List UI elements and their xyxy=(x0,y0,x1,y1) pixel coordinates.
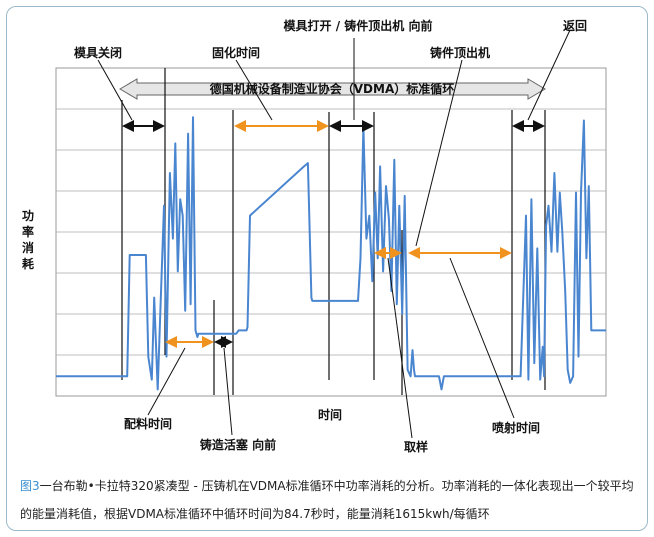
caption-text-1: 一台布勒•卡拉特320紧凑型 - 压铸机在VDMA标准循环中功率消耗的分析。功率… xyxy=(39,479,634,493)
leader-spray xyxy=(449,257,515,419)
vdma-cycle-band: 德国机械设备制造业协会（VDMA）标准循环 xyxy=(119,78,546,100)
leader-extract xyxy=(387,257,413,439)
y-axis-label-char: 消 xyxy=(22,240,34,255)
label-spray: 喷射时间 xyxy=(492,420,540,435)
label-plunger: 铸造活塞 向前 xyxy=(200,437,276,452)
leader-curing xyxy=(235,59,273,121)
label-curing: 固化时间 xyxy=(212,45,260,60)
label-open-eject: 模具打开 / 铸件顶出机 向前 xyxy=(284,18,433,33)
label-ejector: 铸件顶出机 xyxy=(430,45,490,60)
y-axis-label: 功率消耗 xyxy=(22,208,34,271)
leader-lines xyxy=(97,29,571,439)
label-extract: 取样 xyxy=(404,439,428,454)
leader-mold-close xyxy=(97,59,133,121)
leader-return xyxy=(527,29,571,121)
band-arrow-shape xyxy=(119,78,546,100)
y-axis-label-char: 功 xyxy=(22,208,34,223)
y-axis-label-char: 率 xyxy=(22,224,34,239)
leader-dosing xyxy=(147,347,186,416)
label-dosing: 配料时间 xyxy=(124,416,172,431)
phase-arrows xyxy=(122,120,545,348)
figure-label: 图3 xyxy=(20,479,40,493)
figure-caption: 图3一台布勒•卡拉特320紧凑型 - 压铸机在VDMA标准循环中功率消耗的分析。… xyxy=(20,472,636,528)
label-mold-close: 模具关闭 xyxy=(74,45,122,60)
x-axis-label: 时间 xyxy=(318,407,342,422)
y-axis-label-char: 耗 xyxy=(22,256,34,271)
caption-line-2: 的能量消耗值，根据VDMA标准循环中循环时间为84.7秒时，能量消耗1615kw… xyxy=(20,507,490,521)
leader-ejector xyxy=(415,59,463,247)
band-label: 德国机械设备制造业协会（VDMA）标准循环 xyxy=(210,81,454,96)
caption-line-1: 图3一台布勒•卡拉特320紧凑型 - 压铸机在VDMA标准循环中功率消耗的分析。… xyxy=(20,472,636,500)
leader-plunger xyxy=(223,347,233,436)
label-return: 返回 xyxy=(563,18,587,33)
